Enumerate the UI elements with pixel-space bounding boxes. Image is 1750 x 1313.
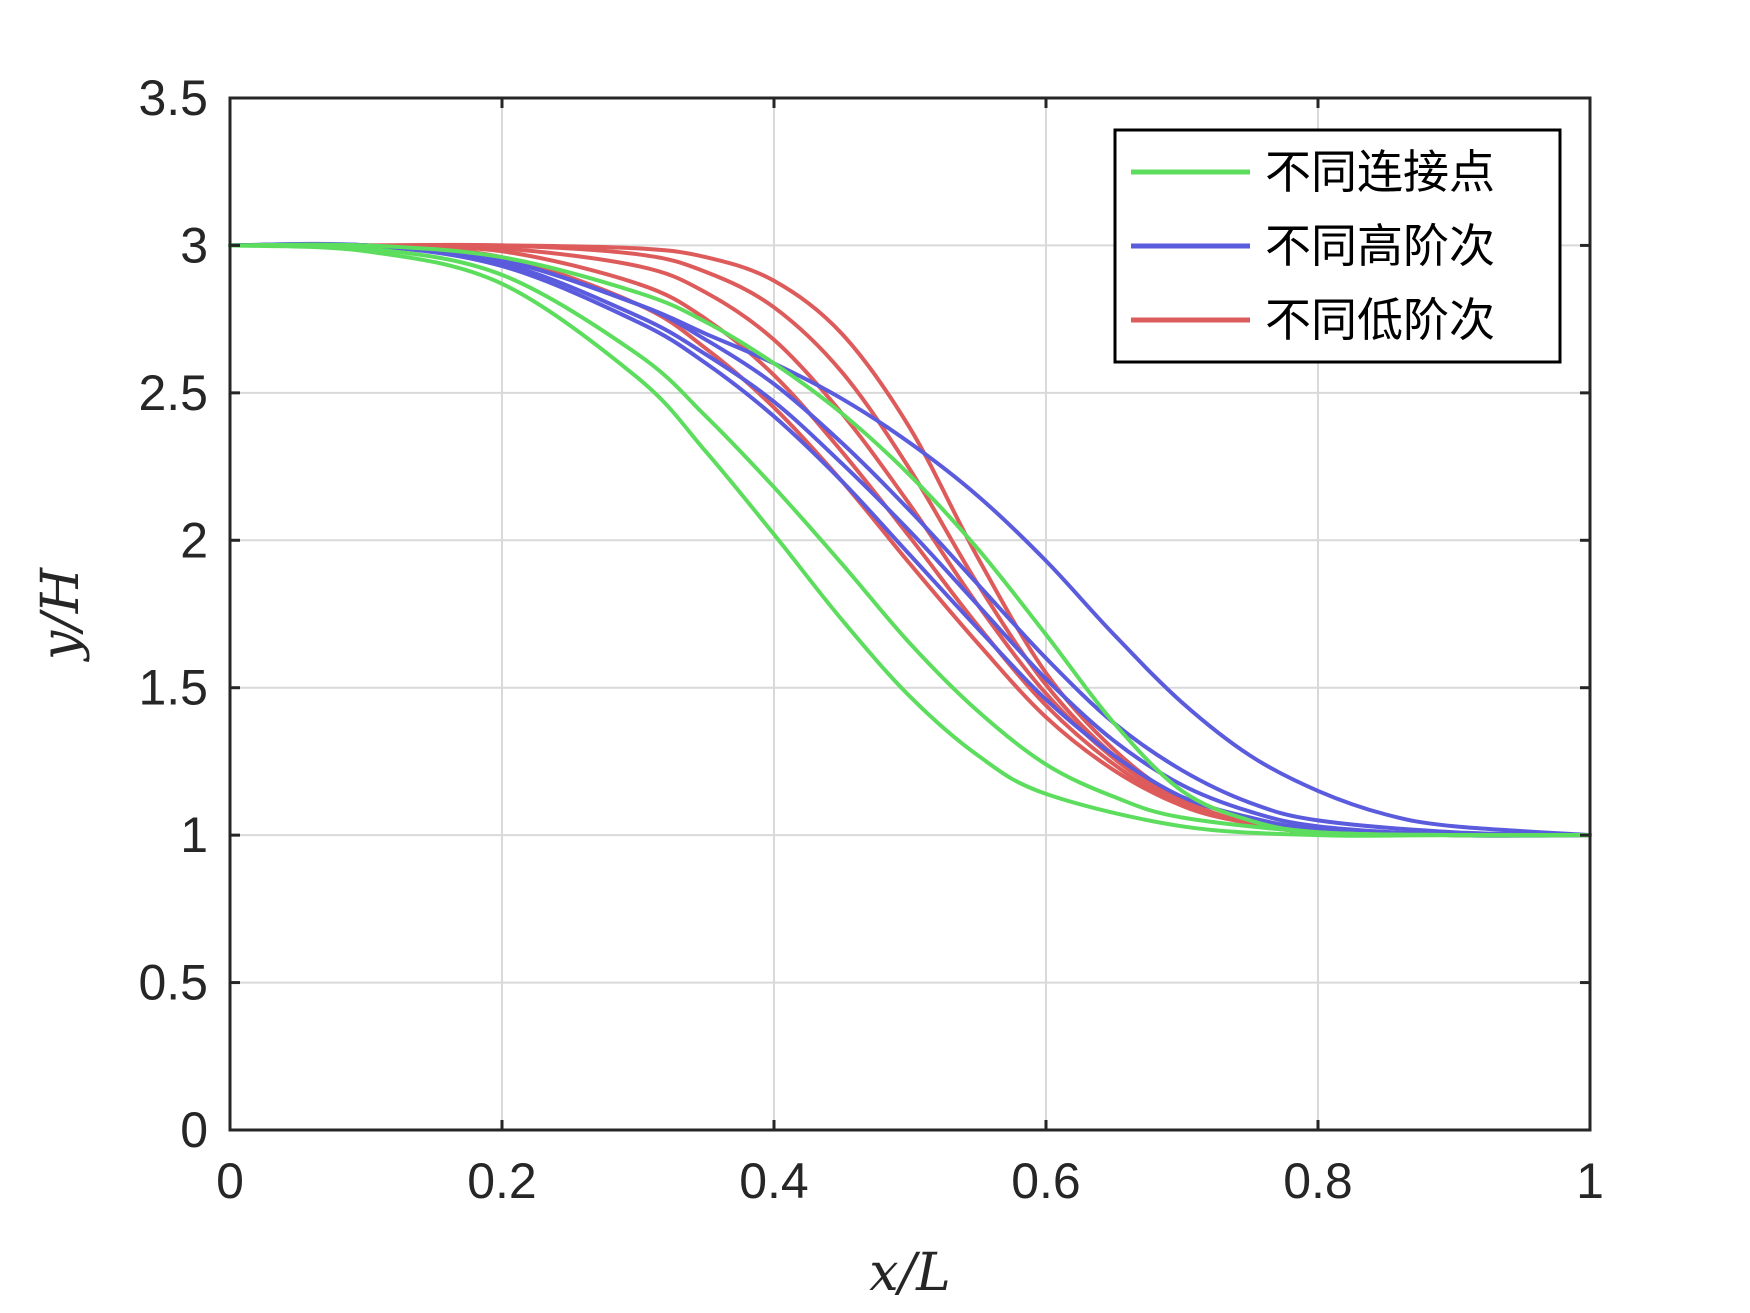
axis-tick-labels: 0 0.2 0.4 0.6 0.8 1 0 0.5 1 1.5 2 2.5 3 3.5 [138, 70, 1603, 1209]
x-tick-label: 0.2 [467, 1153, 537, 1209]
y-axis-label: y/H [31, 566, 91, 662]
x-tick-label: 0.6 [1011, 1153, 1081, 1209]
legend-label-2: 不同低阶次 [1265, 293, 1495, 347]
x-tick-label: 0.8 [1283, 1153, 1353, 1209]
series-line-0 [228, 243, 1592, 838]
x-tick-label: 1 [1576, 1153, 1604, 1209]
x-axis-label: x/L [869, 1243, 950, 1303]
y-tick-label: 1 [180, 807, 208, 863]
legend-label-1: 不同高阶次 [1265, 219, 1495, 273]
series-line-6 [228, 241, 1592, 838]
series-lines [228, 241, 1592, 838]
axis-ticks [228, 96, 1592, 1132]
y-tick-label: 3 [180, 217, 208, 273]
y-tick-label: 1.5 [138, 660, 208, 716]
y-tick-label: 0 [180, 1102, 208, 1158]
legend-label-0: 不同连接点 [1265, 145, 1495, 199]
y-tick-label: 2.5 [138, 365, 208, 421]
series-line-5 [228, 242, 1592, 838]
y-tick-label: 0.5 [138, 955, 208, 1011]
y-tick-label: 2 [180, 512, 208, 568]
series-line-2 [228, 242, 1592, 838]
y-tick-label: 3.5 [138, 70, 208, 126]
x-tick-label: 0 [216, 1153, 244, 1209]
plot-area-frame [228, 96, 1592, 1132]
series-line-4 [228, 242, 1592, 838]
x-tick-label: 0.4 [739, 1153, 809, 1209]
